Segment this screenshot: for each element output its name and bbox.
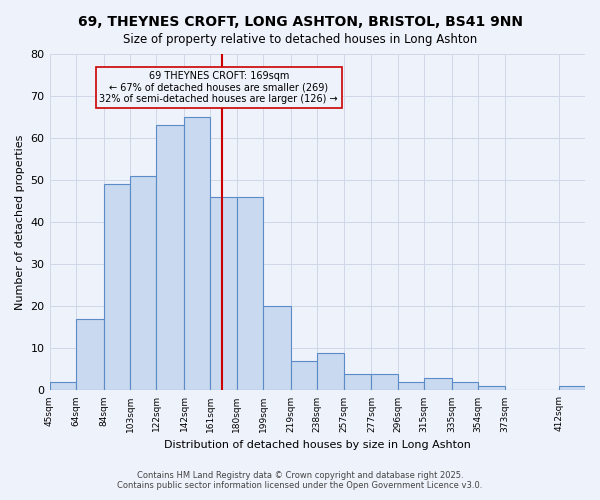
Text: Contains HM Land Registry data © Crown copyright and database right 2025.
Contai: Contains HM Land Registry data © Crown c… xyxy=(118,470,482,490)
Bar xyxy=(104,184,130,390)
Bar xyxy=(291,361,317,390)
Bar xyxy=(237,197,263,390)
Bar xyxy=(211,197,237,390)
Text: Size of property relative to detached houses in Long Ashton: Size of property relative to detached ho… xyxy=(123,32,477,46)
Bar xyxy=(424,378,452,390)
Bar xyxy=(130,176,157,390)
Bar xyxy=(263,306,291,390)
Bar xyxy=(559,386,585,390)
Bar xyxy=(157,126,184,390)
Bar xyxy=(184,117,211,390)
Bar xyxy=(371,374,398,390)
X-axis label: Distribution of detached houses by size in Long Ashton: Distribution of detached houses by size … xyxy=(164,440,471,450)
Text: 69, THEYNES CROFT, LONG ASHTON, BRISTOL, BS41 9NN: 69, THEYNES CROFT, LONG ASHTON, BRISTOL,… xyxy=(77,15,523,29)
Y-axis label: Number of detached properties: Number of detached properties xyxy=(15,134,25,310)
Bar xyxy=(76,319,104,390)
Bar xyxy=(50,382,76,390)
Bar xyxy=(398,382,424,390)
Bar xyxy=(478,386,505,390)
Bar xyxy=(317,352,344,391)
Bar xyxy=(344,374,371,390)
Text: 69 THEYNES CROFT: 169sqm
← 67% of detached houses are smaller (269)
32% of semi-: 69 THEYNES CROFT: 169sqm ← 67% of detach… xyxy=(100,71,338,104)
Bar xyxy=(452,382,478,390)
